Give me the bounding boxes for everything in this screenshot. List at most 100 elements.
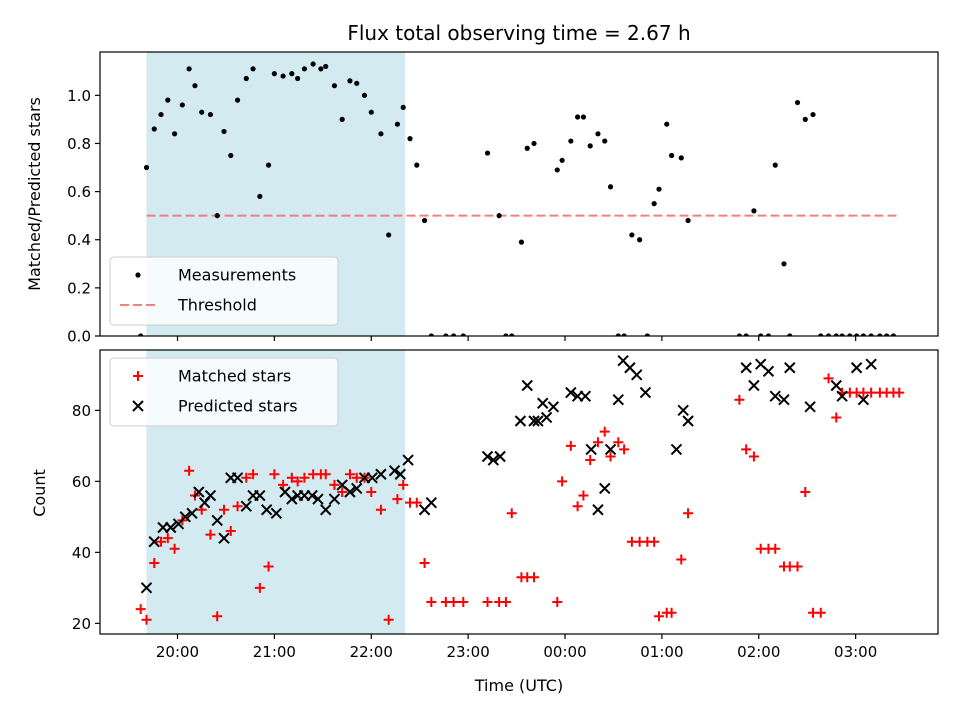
data-point <box>193 486 205 498</box>
chart-title: Flux total observing time = 2.67 h <box>347 21 690 45</box>
data-point <box>138 333 144 336</box>
x-tick-label: 00:00 <box>543 643 586 661</box>
data-point <box>532 415 544 427</box>
data-point <box>528 415 540 427</box>
data-point <box>451 333 457 336</box>
data-point <box>748 451 759 462</box>
data-point <box>205 529 216 540</box>
data-point <box>839 333 845 336</box>
data-point <box>207 111 214 118</box>
data-point <box>664 121 670 127</box>
data-point <box>629 232 635 238</box>
data-point <box>847 333 853 336</box>
legend-label: Measurements <box>178 266 296 285</box>
x-tick-label: 01:00 <box>640 643 683 661</box>
x-tick-label: 21:00 <box>253 643 296 661</box>
data-point <box>225 526 236 537</box>
legend-marker <box>135 272 141 278</box>
data-point <box>804 401 816 413</box>
data-point <box>299 472 310 483</box>
data-point <box>263 561 274 572</box>
data-point <box>292 476 303 487</box>
data-point <box>192 83 198 89</box>
data-point <box>329 479 340 490</box>
data-point <box>162 533 173 544</box>
data-point <box>269 469 280 480</box>
data-point <box>552 597 563 608</box>
data-point <box>605 451 616 462</box>
data-point <box>354 80 360 86</box>
data-point <box>347 78 353 84</box>
data-point <box>171 131 178 137</box>
data-point <box>651 201 657 207</box>
data-point <box>383 614 394 625</box>
data-point <box>231 472 244 484</box>
data-point <box>286 493 298 505</box>
data-point <box>585 443 597 456</box>
data-point <box>158 111 164 118</box>
x-tick-label: 02:00 <box>737 643 780 661</box>
data-point <box>214 213 220 219</box>
data-point <box>758 333 764 336</box>
data-point <box>421 217 428 224</box>
data-point <box>344 486 356 498</box>
top-panel: Flux total observing time = 2.67 h 0.00.… <box>25 21 939 346</box>
legend-label: Predicted stars <box>178 397 298 416</box>
data-point <box>320 469 331 480</box>
legend-box <box>109 357 339 427</box>
data-point <box>575 114 581 120</box>
data-point <box>228 152 234 159</box>
data-point <box>306 489 318 502</box>
axes-frame <box>99 51 939 337</box>
data-point <box>323 63 329 70</box>
data-point <box>286 472 297 483</box>
data-point <box>557 476 568 487</box>
data-point <box>179 102 185 108</box>
data-point <box>770 543 781 554</box>
data-point <box>565 386 577 399</box>
data-point <box>402 454 414 466</box>
data-point <box>149 558 160 568</box>
data-point <box>254 489 266 502</box>
data-point <box>587 143 593 149</box>
data-point <box>260 504 273 516</box>
data-point <box>743 333 749 336</box>
data-point <box>580 114 587 120</box>
data-point <box>639 386 652 399</box>
data-point <box>234 97 241 103</box>
data-point <box>240 500 252 512</box>
data-point <box>411 497 422 508</box>
data-point <box>825 333 832 336</box>
data-point <box>481 450 494 463</box>
data-point <box>484 150 491 156</box>
data-point <box>265 162 272 168</box>
data-point <box>506 508 517 519</box>
data-point <box>540 411 553 424</box>
data-point <box>243 75 249 82</box>
data-point <box>685 217 691 224</box>
data-point <box>649 536 660 547</box>
data-point <box>366 472 378 484</box>
data-point <box>368 109 374 115</box>
data-point <box>221 128 227 135</box>
data-point <box>613 437 624 448</box>
data-point <box>148 535 160 548</box>
data-point <box>278 479 289 490</box>
data-point <box>637 237 643 243</box>
data-point <box>135 604 146 615</box>
legend-marker <box>133 371 143 381</box>
data-point <box>186 507 198 520</box>
data-point <box>375 504 386 515</box>
data-point <box>250 66 256 72</box>
data-point <box>748 379 760 392</box>
data-point <box>428 333 434 336</box>
x-tick-label: 20:00 <box>156 643 199 661</box>
data-point <box>351 482 363 495</box>
data-point <box>375 468 387 480</box>
data-point <box>565 440 576 451</box>
legend-label: Matched stars <box>178 367 291 386</box>
data-point <box>204 489 217 502</box>
data-point <box>426 597 437 608</box>
y-tick-label: 60 <box>72 473 91 491</box>
